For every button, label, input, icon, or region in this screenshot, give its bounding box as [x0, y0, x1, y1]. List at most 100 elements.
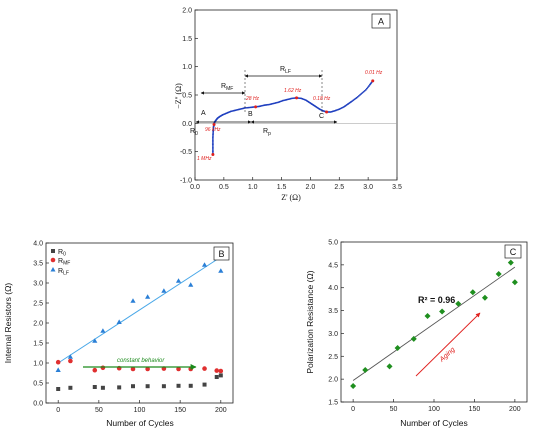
impedance-point	[250, 106, 253, 109]
frequency-marker-point	[295, 96, 299, 100]
panel-b-ticks: 0 50 100 150 200 0.0 0.5 1.0 1.5 2.0 2.5 3.0 3.5 4.0	[33, 241, 226, 415]
r0-point	[56, 387, 61, 391]
polarization-point	[410, 335, 417, 342]
freq-1mhz-label: 1 MHz	[197, 156, 212, 162]
panel-a-y-tick-label: 2.0	[182, 8, 192, 15]
impedance-point	[211, 147, 214, 150]
panel-c-y-tick-label: 4.5	[328, 262, 338, 269]
impedance-point	[212, 135, 214, 137]
r0-point	[100, 385, 105, 390]
r-0-label: R0	[190, 128, 198, 137]
panel-c-trendline	[352, 266, 516, 381]
panel-a-x-axis-label: Z' (Ω)	[281, 193, 301, 202]
rmf-point	[214, 368, 220, 373]
impedance-point	[211, 143, 214, 146]
impedance-point	[366, 86, 369, 89]
panel-b-y-tick-label: 1.0	[33, 361, 43, 368]
panel-c-y-tick-label: 2.5	[328, 354, 338, 361]
r0-point	[145, 384, 150, 389]
rlf-point	[188, 282, 194, 287]
impedance-point	[211, 140, 214, 143]
panel-b-y-tick-label: 3.0	[33, 281, 43, 288]
impedance-point	[212, 133, 214, 136]
panel-b-y-tick-label: 2.5	[33, 301, 43, 308]
impedance-point	[364, 89, 367, 91]
rlf-point	[218, 268, 224, 273]
panel-b-trendline	[57, 256, 222, 364]
rmf-point	[55, 359, 61, 365]
panel-a-x-tick-label: 0.5	[219, 184, 229, 191]
panel-a-y-tick-label: 1.5	[182, 36, 192, 43]
rlf-point	[67, 354, 73, 359]
aging-label: Aging	[438, 346, 457, 364]
impedance-point	[247, 106, 250, 109]
polarization-point	[362, 367, 369, 373]
panel-c-y-tick-label: 3.5	[328, 308, 338, 315]
panel-a-x-tick-label: 3.0	[363, 184, 373, 191]
impedance-point	[248, 106, 251, 109]
impedance-point	[211, 150, 214, 153]
panel-b-y-tick-label: 2.0	[33, 321, 43, 328]
panel-b-x-tick-label: 100	[134, 407, 146, 414]
panel-c-polarization-resistance: 0 50 100 150 200 1.5 2.0 2.5 3.0 3.5 4.0 4.5 5.0 C R…	[305, 240, 528, 428]
impedance-point	[211, 146, 214, 149]
panel-b-y-tick-label: 0.5	[33, 381, 43, 388]
polarization-point	[394, 345, 401, 352]
panel-c-y-tick-label: 3.0	[328, 331, 338, 338]
rmf-point	[68, 358, 73, 364]
rlf-point	[116, 319, 122, 324]
panel-a-y-axis-label: −Z'' (Ω)	[174, 83, 183, 109]
polarization-point	[481, 294, 488, 301]
r-squared-label: R² = 0.96	[418, 295, 455, 305]
impedance-point	[211, 139, 214, 142]
rlf-point	[161, 288, 167, 293]
panel-a-impedance-curve	[211, 79, 375, 156]
panel-c-x-axis-label: Number of Cycles	[400, 418, 468, 428]
panel-c-y-tick-label: 1.5	[328, 400, 338, 407]
panel-c-y-axis-label: Polarization Resistance (Ω)	[305, 270, 315, 373]
panel-b-x-tick-label: 50	[95, 407, 103, 414]
rlf-point	[92, 338, 98, 343]
polarization-point	[507, 259, 514, 266]
freq-0-01hz-label: 0.01 Hz	[365, 70, 383, 76]
panel-a-label-box	[371, 13, 391, 29]
impedance-point	[365, 87, 368, 90]
legend-marker-rlf	[50, 267, 56, 272]
r0-point	[214, 375, 219, 379]
panel-c-label-box	[504, 244, 522, 259]
panel-b-x-tick-label: 200	[215, 407, 227, 414]
freq-0-18hz-label: 0.18 Hz	[313, 96, 331, 102]
panel-a-nyquist-plot: 0.0 0.5 1.0 1.5 2.0 2.5 3.0 3.5 -1.0 -0.5 0.0 0.5 1.…	[174, 8, 402, 203]
polarization-point	[511, 279, 518, 286]
rmf-point	[202, 366, 207, 371]
panel-a-x-tick-label: 2.0	[306, 184, 316, 191]
rmf-point	[92, 367, 98, 373]
rmf-point	[176, 366, 181, 372]
panel-b-label: B	[218, 249, 224, 259]
rlf-point	[145, 294, 151, 299]
panel-b-y-tick-label: 4.0	[33, 241, 43, 248]
frequency-marker-point	[254, 105, 258, 109]
r0-point	[68, 385, 73, 390]
panel-a-x-tick-label: 0.0	[190, 184, 200, 191]
legend-label-rmf: RMF	[58, 258, 70, 267]
r-p-label: Rp	[263, 128, 271, 137]
panel-c-x-tick-label: 150	[469, 406, 481, 413]
panel-b-legend: R0 RMF RLF	[50, 249, 70, 277]
r-lf-label: RLF	[280, 66, 291, 75]
panel-b-y-tick-label: 3.5	[33, 261, 43, 268]
r-mf-label: RMF	[221, 83, 233, 92]
panel-a-x-tick-label: 1.5	[277, 184, 287, 191]
panel-a-label: A	[378, 17, 384, 27]
polarization-point	[455, 300, 462, 307]
legend-label-r0: R0	[58, 249, 66, 258]
panel-c-x-tick-label: 50	[390, 406, 398, 413]
constant-behavior-label: constant behavior	[117, 358, 165, 364]
polarization-point	[424, 313, 431, 320]
panel-b-internal-resistors: 0 50 100 150 2000.00.51.01.52.02.53.03.54.0 …	[3, 241, 234, 428]
panel-a-y-tick-label: -1.0	[180, 178, 192, 185]
polarization-point	[495, 271, 502, 277]
panel-a-y-tick-label: 0.5	[182, 93, 192, 100]
impedance-point	[245, 106, 247, 109]
